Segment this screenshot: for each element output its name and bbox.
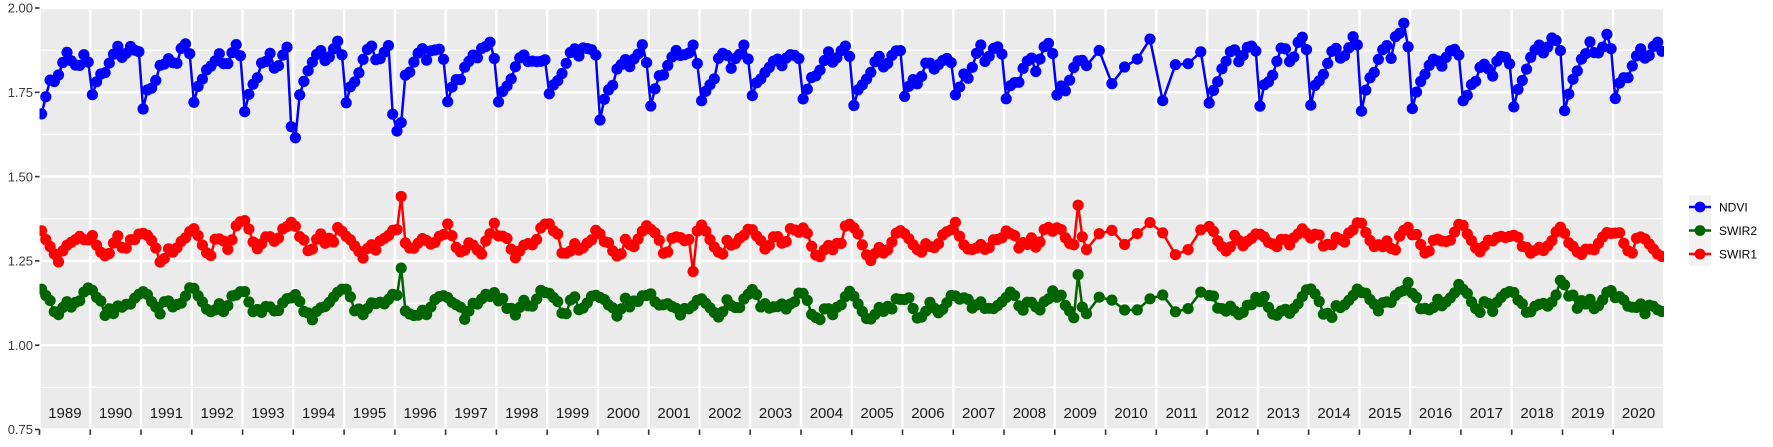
svg-text:2007: 2007	[962, 405, 995, 422]
svg-text:1989: 1989	[48, 405, 81, 422]
svg-text:1999: 1999	[556, 405, 589, 422]
svg-text:2013: 2013	[1267, 405, 1300, 422]
svg-text:1995: 1995	[353, 405, 386, 422]
svg-text:1994: 1994	[302, 405, 335, 422]
svg-text:NDVI: NDVI	[1719, 201, 1748, 215]
svg-text:2019: 2019	[1571, 405, 1604, 422]
svg-text:2000: 2000	[607, 405, 640, 422]
svg-text:1997: 1997	[454, 405, 487, 422]
svg-text:1998: 1998	[505, 405, 538, 422]
svg-text:2014: 2014	[1317, 405, 1350, 422]
svg-text:1.75: 1.75	[8, 85, 33, 100]
svg-text:2005: 2005	[860, 405, 893, 422]
svg-text:1992: 1992	[201, 405, 234, 422]
svg-text:2018: 2018	[1520, 405, 1553, 422]
svg-text:1.00: 1.00	[8, 338, 33, 353]
svg-text:2001: 2001	[657, 405, 690, 422]
svg-text:1991: 1991	[150, 405, 183, 422]
svg-text:2012: 2012	[1216, 405, 1249, 422]
svg-text:SWIR2: SWIR2	[1719, 224, 1757, 238]
svg-text:2003: 2003	[759, 405, 792, 422]
svg-text:2017: 2017	[1470, 405, 1503, 422]
svg-text:1993: 1993	[251, 405, 284, 422]
svg-text:0.75: 0.75	[8, 422, 33, 437]
svg-text:2015: 2015	[1368, 405, 1401, 422]
svg-text:SWIR1: SWIR1	[1719, 248, 1757, 262]
svg-text:2020: 2020	[1622, 405, 1655, 422]
svg-text:1996: 1996	[404, 405, 437, 422]
svg-text:1.25: 1.25	[8, 254, 33, 269]
svg-text:2008: 2008	[1013, 405, 1046, 422]
svg-text:2004: 2004	[810, 405, 843, 422]
svg-text:2010: 2010	[1114, 405, 1147, 422]
svg-text:2.00: 2.00	[8, 1, 33, 16]
svg-text:2006: 2006	[911, 405, 944, 422]
svg-text:1.50: 1.50	[8, 169, 33, 184]
svg-text:2011: 2011	[1166, 405, 1198, 422]
svg-text:1990: 1990	[99, 405, 132, 422]
svg-text:2009: 2009	[1064, 405, 1097, 422]
svg-text:2002: 2002	[708, 405, 741, 422]
svg-text:2016: 2016	[1419, 405, 1452, 422]
